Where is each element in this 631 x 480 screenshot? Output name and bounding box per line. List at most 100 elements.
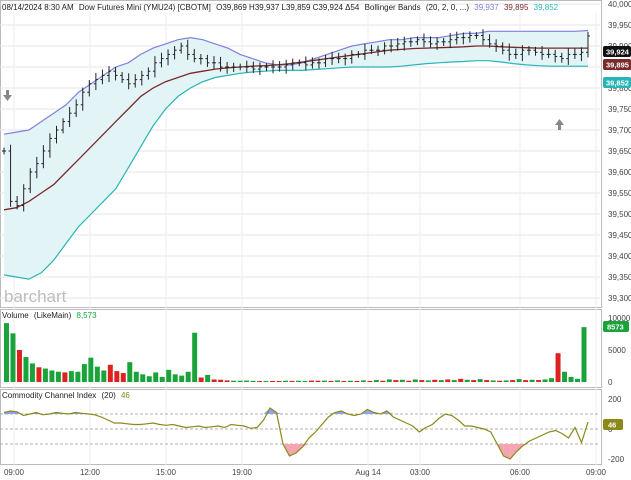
volume-bar [360, 380, 366, 382]
price-axis-label: 39,650 [608, 147, 631, 156]
price-axis-label: 39,800 [608, 84, 631, 93]
volume-bar [315, 380, 321, 382]
cci-axis-label: -200 [608, 455, 625, 464]
volume-bar [341, 381, 347, 382]
volume-bar [451, 380, 457, 382]
time-axis-label: 19:00 [232, 468, 253, 477]
volume-bar [237, 380, 243, 382]
volume-bar [133, 371, 139, 382]
volume-bar [224, 380, 230, 382]
volume-bar [140, 374, 146, 382]
lower-band-pill: 39,852 [603, 77, 631, 88]
volume-bar [308, 380, 314, 382]
price-axis-label: 39,350 [608, 273, 631, 282]
last-price-pill: 39,924 [603, 46, 631, 57]
cci-pill: 46 [603, 419, 623, 430]
volume-bar [536, 380, 542, 382]
volume-bar [347, 380, 353, 382]
volume-bar [250, 380, 256, 382]
volume-bar [334, 380, 340, 382]
volume-bar [179, 375, 185, 382]
mid-band-line [3, 45, 588, 211]
volume-pill: 8573 [603, 321, 629, 332]
volume-bar [166, 369, 172, 382]
volume-bars [4, 323, 587, 382]
volume-bar [549, 378, 555, 382]
cci-panel-frame [0, 389, 602, 465]
cci-overbought-fill [263, 408, 271, 414]
volume-bar [516, 379, 522, 382]
volume-bar [393, 380, 399, 382]
volume-bar [406, 380, 412, 382]
volume-bar [29, 363, 35, 382]
volume-bar [523, 380, 529, 382]
volume-bar [562, 371, 568, 382]
volume-bar [172, 374, 178, 382]
time-axis-label: 12:00 [80, 468, 101, 477]
price-bars [2, 29, 590, 212]
price-axis-label: 39,600 [608, 168, 631, 177]
upper-band-line [3, 29, 589, 135]
volume-axis-label: 10000 [608, 314, 631, 323]
volume-bar [302, 381, 308, 382]
price-axis-label: 39,400 [608, 252, 631, 261]
volume-axis-label: 0 [608, 378, 613, 387]
cci-overbought-fill [16, 411, 24, 414]
volume-bar [153, 372, 159, 382]
volume-bar [328, 380, 334, 382]
volume-bar [296, 380, 301, 382]
volume-bar [270, 380, 276, 382]
lower-band-line [3, 60, 588, 280]
svg-text:46: 46 [608, 421, 616, 430]
volume-bar [205, 374, 211, 382]
volume-bar [10, 333, 16, 382]
volume-panel-title: Volume (LikeMain) 8,573 [2, 311, 97, 320]
price-axis-label: 39,950 [608, 21, 631, 30]
volume-bar [471, 380, 477, 382]
price-axis-label: 40,000 [608, 0, 631, 9]
svg-text:39,852: 39,852 [606, 79, 629, 88]
volume-bar [354, 380, 360, 382]
volume-bar [120, 373, 126, 382]
volume-bar [244, 380, 250, 382]
volume-bar [88, 357, 94, 382]
cci-oversold-fill [503, 444, 511, 459]
time-axis-label: 03:00 [410, 468, 431, 477]
time-axis-label: 15:00 [156, 468, 177, 477]
volume-bar [36, 367, 42, 382]
volume-bar [198, 377, 204, 382]
up-arrow-icon [555, 119, 564, 130]
volume-axis-label: 5000 [608, 346, 626, 355]
cci-oversold-fill [510, 444, 517, 459]
volume-bar [159, 376, 165, 382]
time-axis-label: 09:00 [586, 468, 607, 477]
cci-line [3, 407, 589, 460]
volume-bar [490, 380, 496, 382]
svg-text:39,895: 39,895 [606, 61, 629, 70]
time-axis-label: 06:00 [510, 468, 531, 477]
volume-bar [575, 378, 581, 382]
volume-bar [4, 323, 9, 382]
volume-bar [555, 353, 561, 382]
volume-bar [16, 350, 22, 382]
cci-oversold-fill [289, 444, 296, 456]
volume-bar [581, 327, 587, 382]
volume-bar [445, 379, 451, 382]
volume-bar [464, 379, 470, 382]
volume-bar [484, 380, 490, 382]
volume-bar [101, 370, 107, 382]
volume-bar [75, 371, 81, 382]
band-fill [4, 30, 588, 280]
volume-bar [62, 372, 68, 382]
price-axis-label: 39,450 [608, 231, 631, 240]
volume-bar [68, 371, 74, 382]
mid-band-pill: 39,895 [603, 59, 631, 70]
time-axis-label: Aug 14 [355, 468, 381, 477]
volume-bar [257, 381, 263, 382]
volume-bar [458, 378, 464, 382]
volume-bar [218, 379, 224, 382]
svg-text:39,924: 39,924 [606, 48, 630, 57]
chart-header: 08/14/2024 8:30 AM Dow Futures Mini (YMU… [2, 3, 559, 12]
volume-bar [107, 364, 113, 382]
cci-panel-title: Commodity Channel Index (20) 46 [2, 391, 130, 400]
